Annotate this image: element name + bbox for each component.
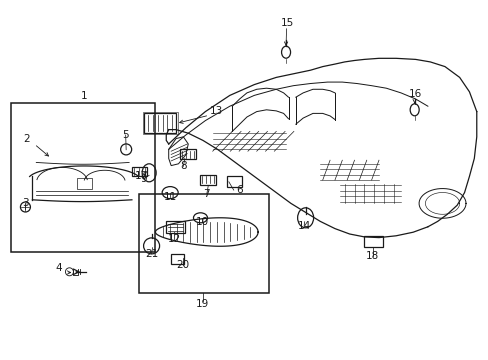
Text: 15: 15 (280, 18, 294, 28)
Bar (11, 103, 155, 252)
Text: 19: 19 (196, 299, 209, 309)
Bar (142, 112, 177, 134)
Text: 9: 9 (140, 174, 146, 184)
Bar (139, 194, 268, 293)
Text: 8: 8 (180, 161, 186, 171)
Bar (200, 175, 216, 185)
Text: 3: 3 (22, 198, 29, 208)
Text: 5: 5 (122, 130, 129, 140)
Bar (171, 254, 183, 264)
Text: 2: 2 (23, 134, 30, 144)
Text: 10: 10 (195, 217, 208, 227)
Bar (166, 221, 184, 233)
Bar (77, 178, 92, 189)
Text: 12: 12 (167, 234, 181, 244)
Text: 16: 16 (408, 89, 422, 99)
Bar (364, 236, 382, 247)
Text: 17: 17 (135, 171, 148, 181)
Text: 14: 14 (297, 221, 310, 231)
Text: 18: 18 (365, 251, 379, 261)
Text: 21: 21 (144, 249, 158, 259)
Text: 1: 1 (81, 91, 87, 102)
Bar (132, 167, 146, 176)
Text: 13: 13 (209, 106, 223, 116)
Text: 4: 4 (55, 263, 62, 273)
Bar (144, 113, 176, 133)
Text: 6: 6 (236, 185, 243, 195)
Bar (227, 176, 242, 187)
Text: 11: 11 (163, 192, 177, 202)
Text: 7: 7 (203, 189, 210, 199)
Text: 20: 20 (176, 260, 189, 270)
Bar (180, 149, 195, 159)
